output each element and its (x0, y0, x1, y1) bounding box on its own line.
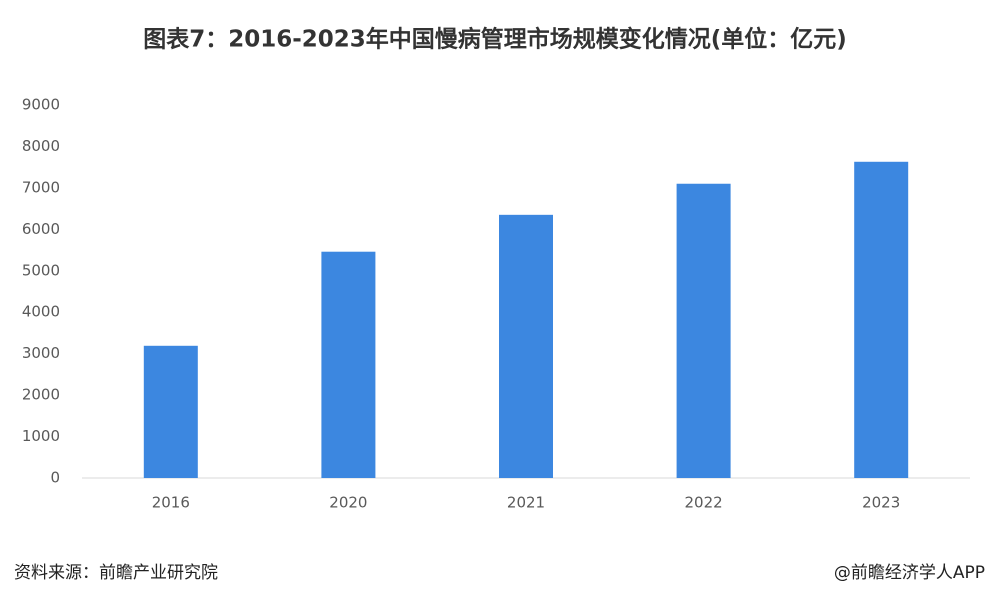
y-tick-label: 2000 (22, 386, 60, 404)
y-tick-label: 4000 (22, 303, 60, 321)
y-tick-label: 8000 (22, 137, 60, 155)
x-tick-label: 2016 (152, 494, 190, 512)
credit: @前瞻经济学人APP (834, 563, 985, 583)
y-tick-label: 5000 (22, 261, 60, 279)
chart-title: 图表7：2016-2023年中国慢病管理市场规模变化情况(单位：亿元) (143, 26, 847, 53)
x-tick-label: 2020 (329, 494, 367, 512)
y-tick-label: 3000 (22, 344, 60, 362)
x-tick-label: 2022 (685, 494, 723, 512)
bar (676, 183, 731, 478)
bar (499, 214, 553, 479)
x-tick-label: 2021 (507, 494, 545, 512)
source: 资料来源：前瞻产业研究院 (14, 563, 218, 583)
y-tick-label: 6000 (22, 220, 60, 238)
y-tick-label: 7000 (22, 178, 60, 196)
x-tick-label: 2023 (862, 494, 900, 512)
bar (321, 251, 376, 478)
y-tick-label: 0 (50, 469, 60, 487)
y-tick-label: 1000 (22, 427, 60, 445)
bar (143, 345, 198, 478)
y-tick-label: 9000 (22, 96, 60, 114)
bar (854, 161, 909, 479)
